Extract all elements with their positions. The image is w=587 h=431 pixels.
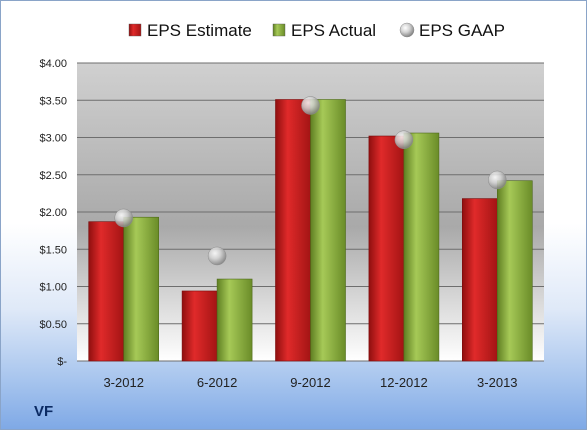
x-tick-label: 9-2012 <box>290 375 330 390</box>
y-tick-label: $2.00 <box>39 207 67 219</box>
x-axis: 3-2012 6-2012 9-2012 12-2012 3-2013 <box>103 375 517 390</box>
bar-eps-estimate <box>181 290 218 362</box>
y-axis: $- $0.50 $1.00 $1.50 $2.00 $2.50 $3.00 $3.50 $4.… <box>39 58 67 368</box>
y-tick-label: $- <box>57 356 67 368</box>
marker-eps-gaap <box>394 130 414 149</box>
ticker-label: VF <box>34 403 54 420</box>
legend-swatch <box>399 22 415 38</box>
legend: EPS Estimate EPS Actual EPS GAAP <box>128 21 505 40</box>
y-tick-label: $3.50 <box>39 95 67 107</box>
bar-eps-actual <box>123 216 159 362</box>
bar-eps-estimate <box>88 221 124 362</box>
bar-eps-estimate <box>368 135 405 362</box>
bar-eps-actual <box>403 132 440 362</box>
bar-eps-estimate <box>275 99 311 362</box>
y-tick-label: $1.50 <box>39 244 67 256</box>
y-tick-label: $1.00 <box>39 282 67 294</box>
legend-label: EPS Actual <box>291 21 376 40</box>
y-tick-label: $2.50 <box>39 170 67 182</box>
gaap-markers <box>114 96 507 266</box>
marker-eps-gaap <box>488 170 507 190</box>
legend-label: EPS Estimate <box>147 21 252 40</box>
x-tick-label: 3-2012 <box>103 375 143 390</box>
legend-swatch <box>128 23 142 37</box>
marker-eps-gaap <box>114 208 133 228</box>
legend-swatch <box>272 23 286 37</box>
legend-label: EPS GAAP <box>419 21 505 40</box>
bar-eps-actual <box>216 278 253 362</box>
bars <box>88 99 533 362</box>
x-tick-label: 12-2012 <box>380 375 428 390</box>
x-tick-label: 6-2012 <box>197 375 237 390</box>
y-tick-label: $4.00 <box>39 58 67 70</box>
bar-eps-estimate <box>461 198 498 362</box>
marker-eps-gaap <box>301 96 320 115</box>
y-tick-label: $3.00 <box>39 133 67 145</box>
marker-eps-gaap <box>207 246 227 266</box>
y-tick-label: $0.50 <box>39 319 67 331</box>
bar-eps-actual <box>310 99 346 362</box>
bar-eps-actual <box>496 180 533 362</box>
x-tick-label: 3-2013 <box>477 375 517 390</box>
